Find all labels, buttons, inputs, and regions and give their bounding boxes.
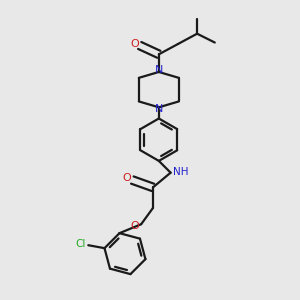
Text: NH: NH: [173, 167, 189, 177]
Text: O: O: [130, 39, 139, 49]
Text: N: N: [154, 104, 163, 114]
Text: O: O: [130, 221, 139, 231]
Text: O: O: [122, 173, 131, 183]
Text: N: N: [154, 65, 163, 75]
Text: Cl: Cl: [76, 239, 86, 249]
